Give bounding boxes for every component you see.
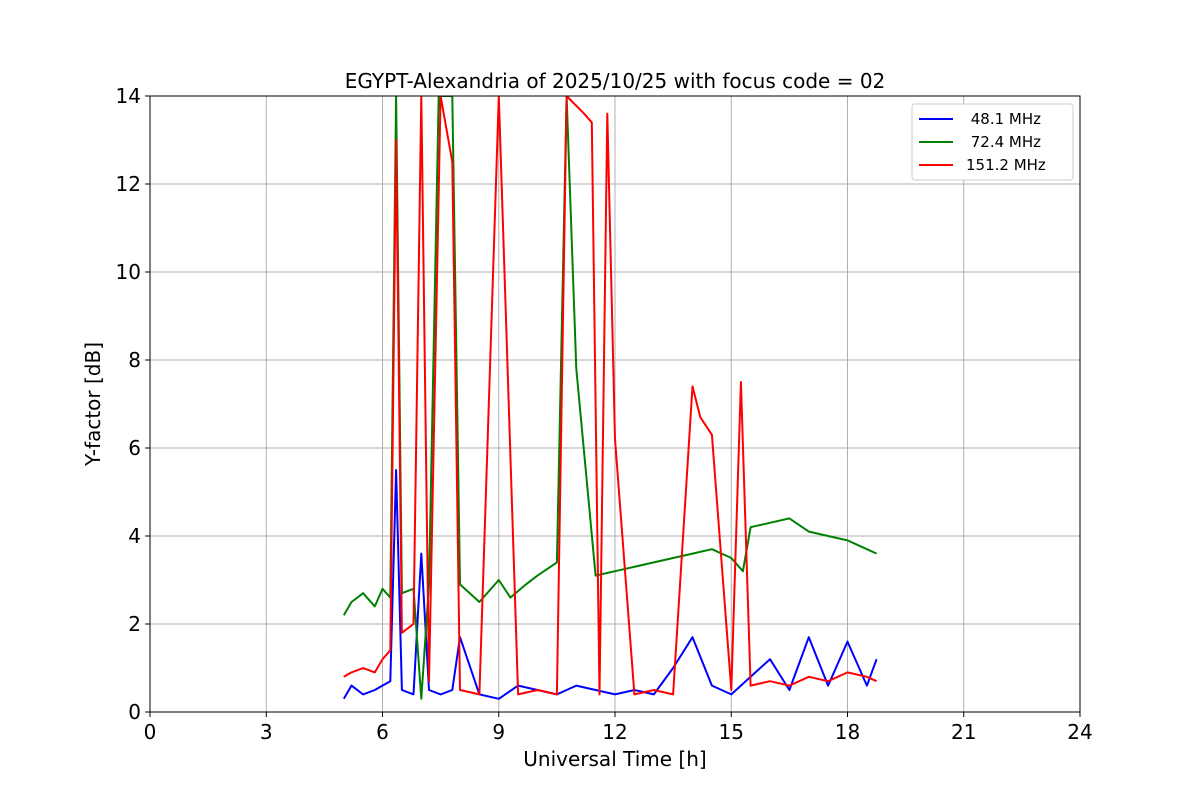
x-tick-label: 18: [835, 720, 860, 744]
y-tick-label: 0: [128, 700, 141, 724]
y-tick-label: 4: [128, 524, 141, 548]
x-tick-label: 12: [602, 720, 627, 744]
x-tick-label: 9: [492, 720, 505, 744]
y-tick-label: 2: [128, 612, 141, 636]
legend-label-0: 48.1 MHz: [966, 110, 1041, 128]
legend: 48.1 MHz 72.4 MHz 151.2 MHz: [911, 103, 1074, 181]
y-tick-label: 6: [128, 436, 141, 460]
x-axis-label: Universal Time [h]: [523, 747, 706, 771]
legend-label-1: 72.4 MHz: [966, 133, 1041, 151]
y-tick-label: 14: [116, 84, 141, 108]
legend-label-2: 151.2 MHz: [966, 156, 1046, 174]
chart-title: EGYPT-Alexandria of 2025/10/25 with focu…: [345, 69, 886, 93]
x-tick-label: 3: [260, 720, 273, 744]
x-tick-label: 15: [719, 720, 744, 744]
x-tick-label: 6: [376, 720, 389, 744]
x-tick-label: 24: [1067, 720, 1092, 744]
legend-box: [911, 103, 1074, 181]
y-tick-label: 12: [116, 172, 141, 196]
series-line-2: [343, 96, 878, 696]
series-layer: [342, 96, 878, 700]
y-tick-label: 8: [128, 348, 141, 372]
y-axis-label: Y-factor [dB]: [81, 342, 105, 467]
y-tick-label: 10: [116, 260, 141, 284]
x-tick-label: 21: [951, 720, 976, 744]
x-tick-label: 0: [144, 720, 157, 744]
